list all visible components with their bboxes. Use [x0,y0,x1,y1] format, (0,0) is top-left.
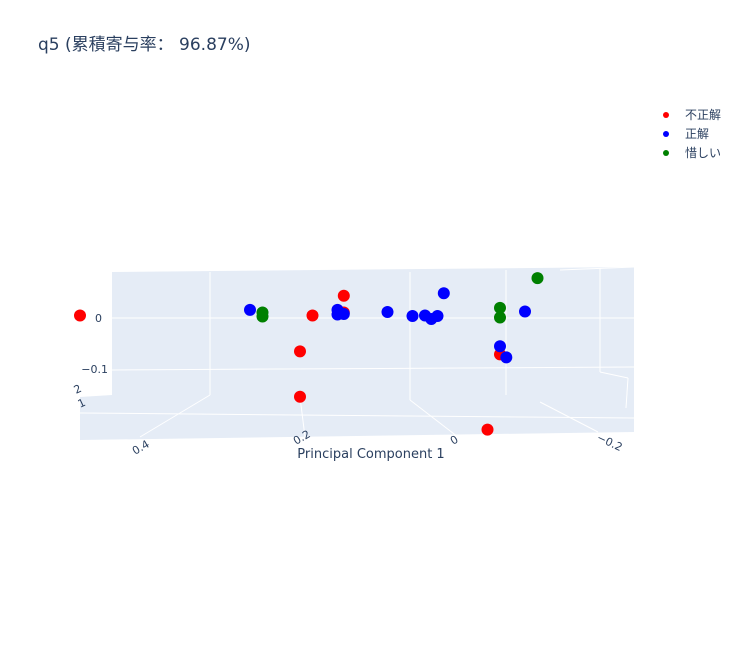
data-point [431,310,444,322]
data-point [294,345,306,358]
data-point [406,310,419,322]
floor-pane [80,395,634,440]
grid-lines [79,266,635,438]
data-point [337,289,350,302]
data-point [494,311,506,324]
data-point [481,423,494,436]
legend-label: 惜しい [685,146,721,160]
legend-item[interactable]: 不正解 [663,108,721,122]
z-axis-ticks: 0 −0.1 2 1 [72,312,108,411]
data-point [256,310,269,323]
legend[interactable]: 不正解 正解 惜しい [663,108,721,160]
data-point [381,306,394,318]
data-point [74,309,86,322]
legend-label: 正解 [685,127,709,141]
data-point [337,308,350,320]
data-point [500,351,513,364]
data-points [74,272,544,436]
data-point [294,390,306,403]
legend-marker [663,112,669,118]
legend-item[interactable]: 惜しい [663,146,721,160]
legend-item[interactable]: 正解 [663,127,709,141]
z-tick-label: −0.1 [81,363,108,376]
data-point [494,301,506,314]
clipped-tick-label: 2 [72,382,84,397]
data-point [306,309,319,322]
data-point [531,272,544,285]
legend-label: 不正解 [685,108,721,122]
scene[interactable]: 0 −0.1 2 1 0.4 0.2 0 −0.2 Principal Comp… [72,266,635,462]
z-tick-label: 0 [95,312,102,325]
clipped-tick-label: 1 [76,396,88,411]
legend-marker [663,131,669,137]
chart-title: q5 (累積寄与率： 96.87%) [38,35,251,55]
data-point [494,340,506,353]
x-axis-title: Principal Component 1 [297,447,444,462]
data-point [244,303,256,316]
data-point [437,287,450,300]
legend-marker [663,150,669,156]
data-point [519,305,531,318]
